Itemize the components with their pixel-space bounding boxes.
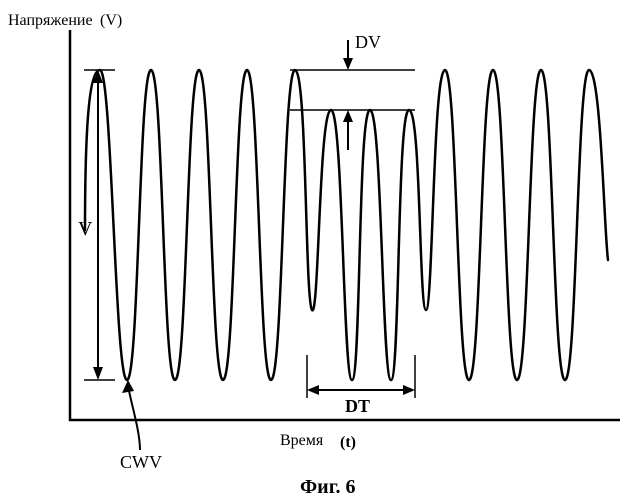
droop-voltage-label: DV [355, 32, 381, 52]
waveform-figure: Напряжение (V) Время (t) V DV DT [0, 0, 644, 500]
droop-voltage-marker [290, 40, 415, 150]
droop-time-label: DT [345, 396, 370, 416]
amplitude-label: V [78, 218, 93, 240]
y-axis-label: Напряжение [8, 12, 93, 29]
wave-pointer [122, 380, 140, 450]
wave-pointer-label: CWV [120, 452, 162, 472]
y-axis-unit: (V) [100, 12, 122, 29]
figure-caption: Фиг. 6 [300, 476, 356, 498]
x-axis-unit: (t) [340, 434, 356, 451]
x-axis-label: Время [280, 432, 324, 449]
droop-time-marker [307, 355, 415, 398]
